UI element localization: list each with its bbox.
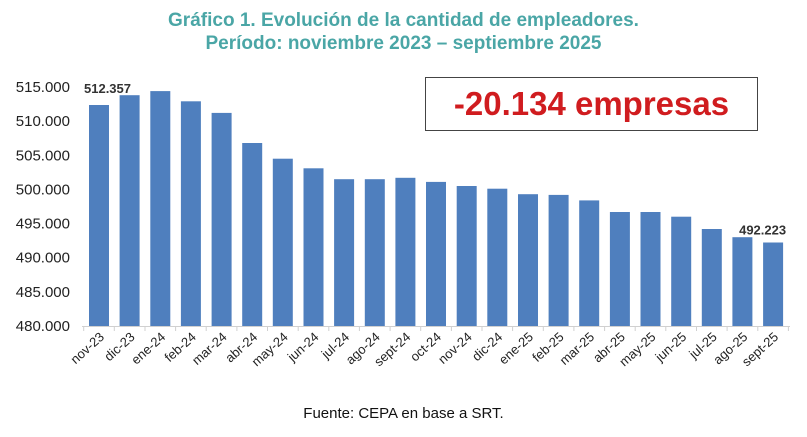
bar-ago-25 [732,237,753,326]
bar-series [89,91,784,327]
bar-jul-25 [701,229,722,326]
bar-oct-24 [426,181,446,326]
bar-nov-24 [456,186,477,326]
bar-ago-24 [364,179,385,326]
x-tick-label: mar-25 [557,329,598,368]
bar-abr-24 [242,143,263,326]
data-label-sept-25: 492.223 [739,223,786,238]
bar-feb-24 [180,101,201,326]
bar-may-25 [640,212,661,326]
change-annotation: -20.134 empresas [425,77,758,131]
y-tick-label: 500.000 [16,181,70,198]
bar-abr-25 [609,212,630,326]
y-tick-label: 505.000 [16,147,70,164]
x-axis: nov-23dic-23ene-24feb-24mar-24abr-24may-… [67,326,790,369]
data-label-nov-23: 512.357 [84,81,131,96]
source-note: Fuente: CEPA en base a SRT. [303,405,504,422]
x-tick-label: ene-25 [496,329,536,367]
bar-ene-25 [518,194,538,326]
x-tick-label: nov-23 [67,329,107,367]
bar-sept-24 [395,177,416,326]
data-labels: 512.357 492.223 [84,81,786,238]
y-axis: 480.000 485.000 490.000 495.000 500.000 505.0… [16,79,70,335]
x-tick-label: mar-24 [189,329,230,368]
y-tick-label: 485.000 [16,284,70,301]
bar-jul-24 [334,179,355,326]
x-tick-label: jun-25 [652,329,690,365]
x-tick-label: jun-24 [284,329,322,365]
bar-sept-25 [763,242,784,326]
bar-may-24 [272,158,293,326]
bar-nov-23 [89,105,109,326]
y-tick-label: 480.000 [16,318,70,335]
chart-subtitle: Período: noviembre 2023 – septiembre 202… [205,33,602,54]
y-tick-label: 515.000 [16,79,70,96]
x-tick-label: ene-24 [128,329,168,367]
bar-jun-25 [671,216,692,326]
bar-mar-24 [211,112,232,327]
bar-feb-25 [548,194,569,326]
y-tick-label: 490.000 [16,250,70,267]
bar-dic-24 [487,188,508,326]
bar-mar-25 [579,200,600,326]
x-tick-label: nov-24 [435,329,475,367]
bar-jun-24 [303,168,324,326]
y-tick-label: 510.000 [16,113,70,130]
change-annotation-text: -20.134 empresas [453,85,730,122]
chart-title: Gráfico 1. Evolución de la cantidad de e… [168,10,639,31]
bar-dic-23 [119,95,140,326]
y-tick-label: 495.000 [16,216,70,233]
bar-ene-24 [150,91,171,326]
